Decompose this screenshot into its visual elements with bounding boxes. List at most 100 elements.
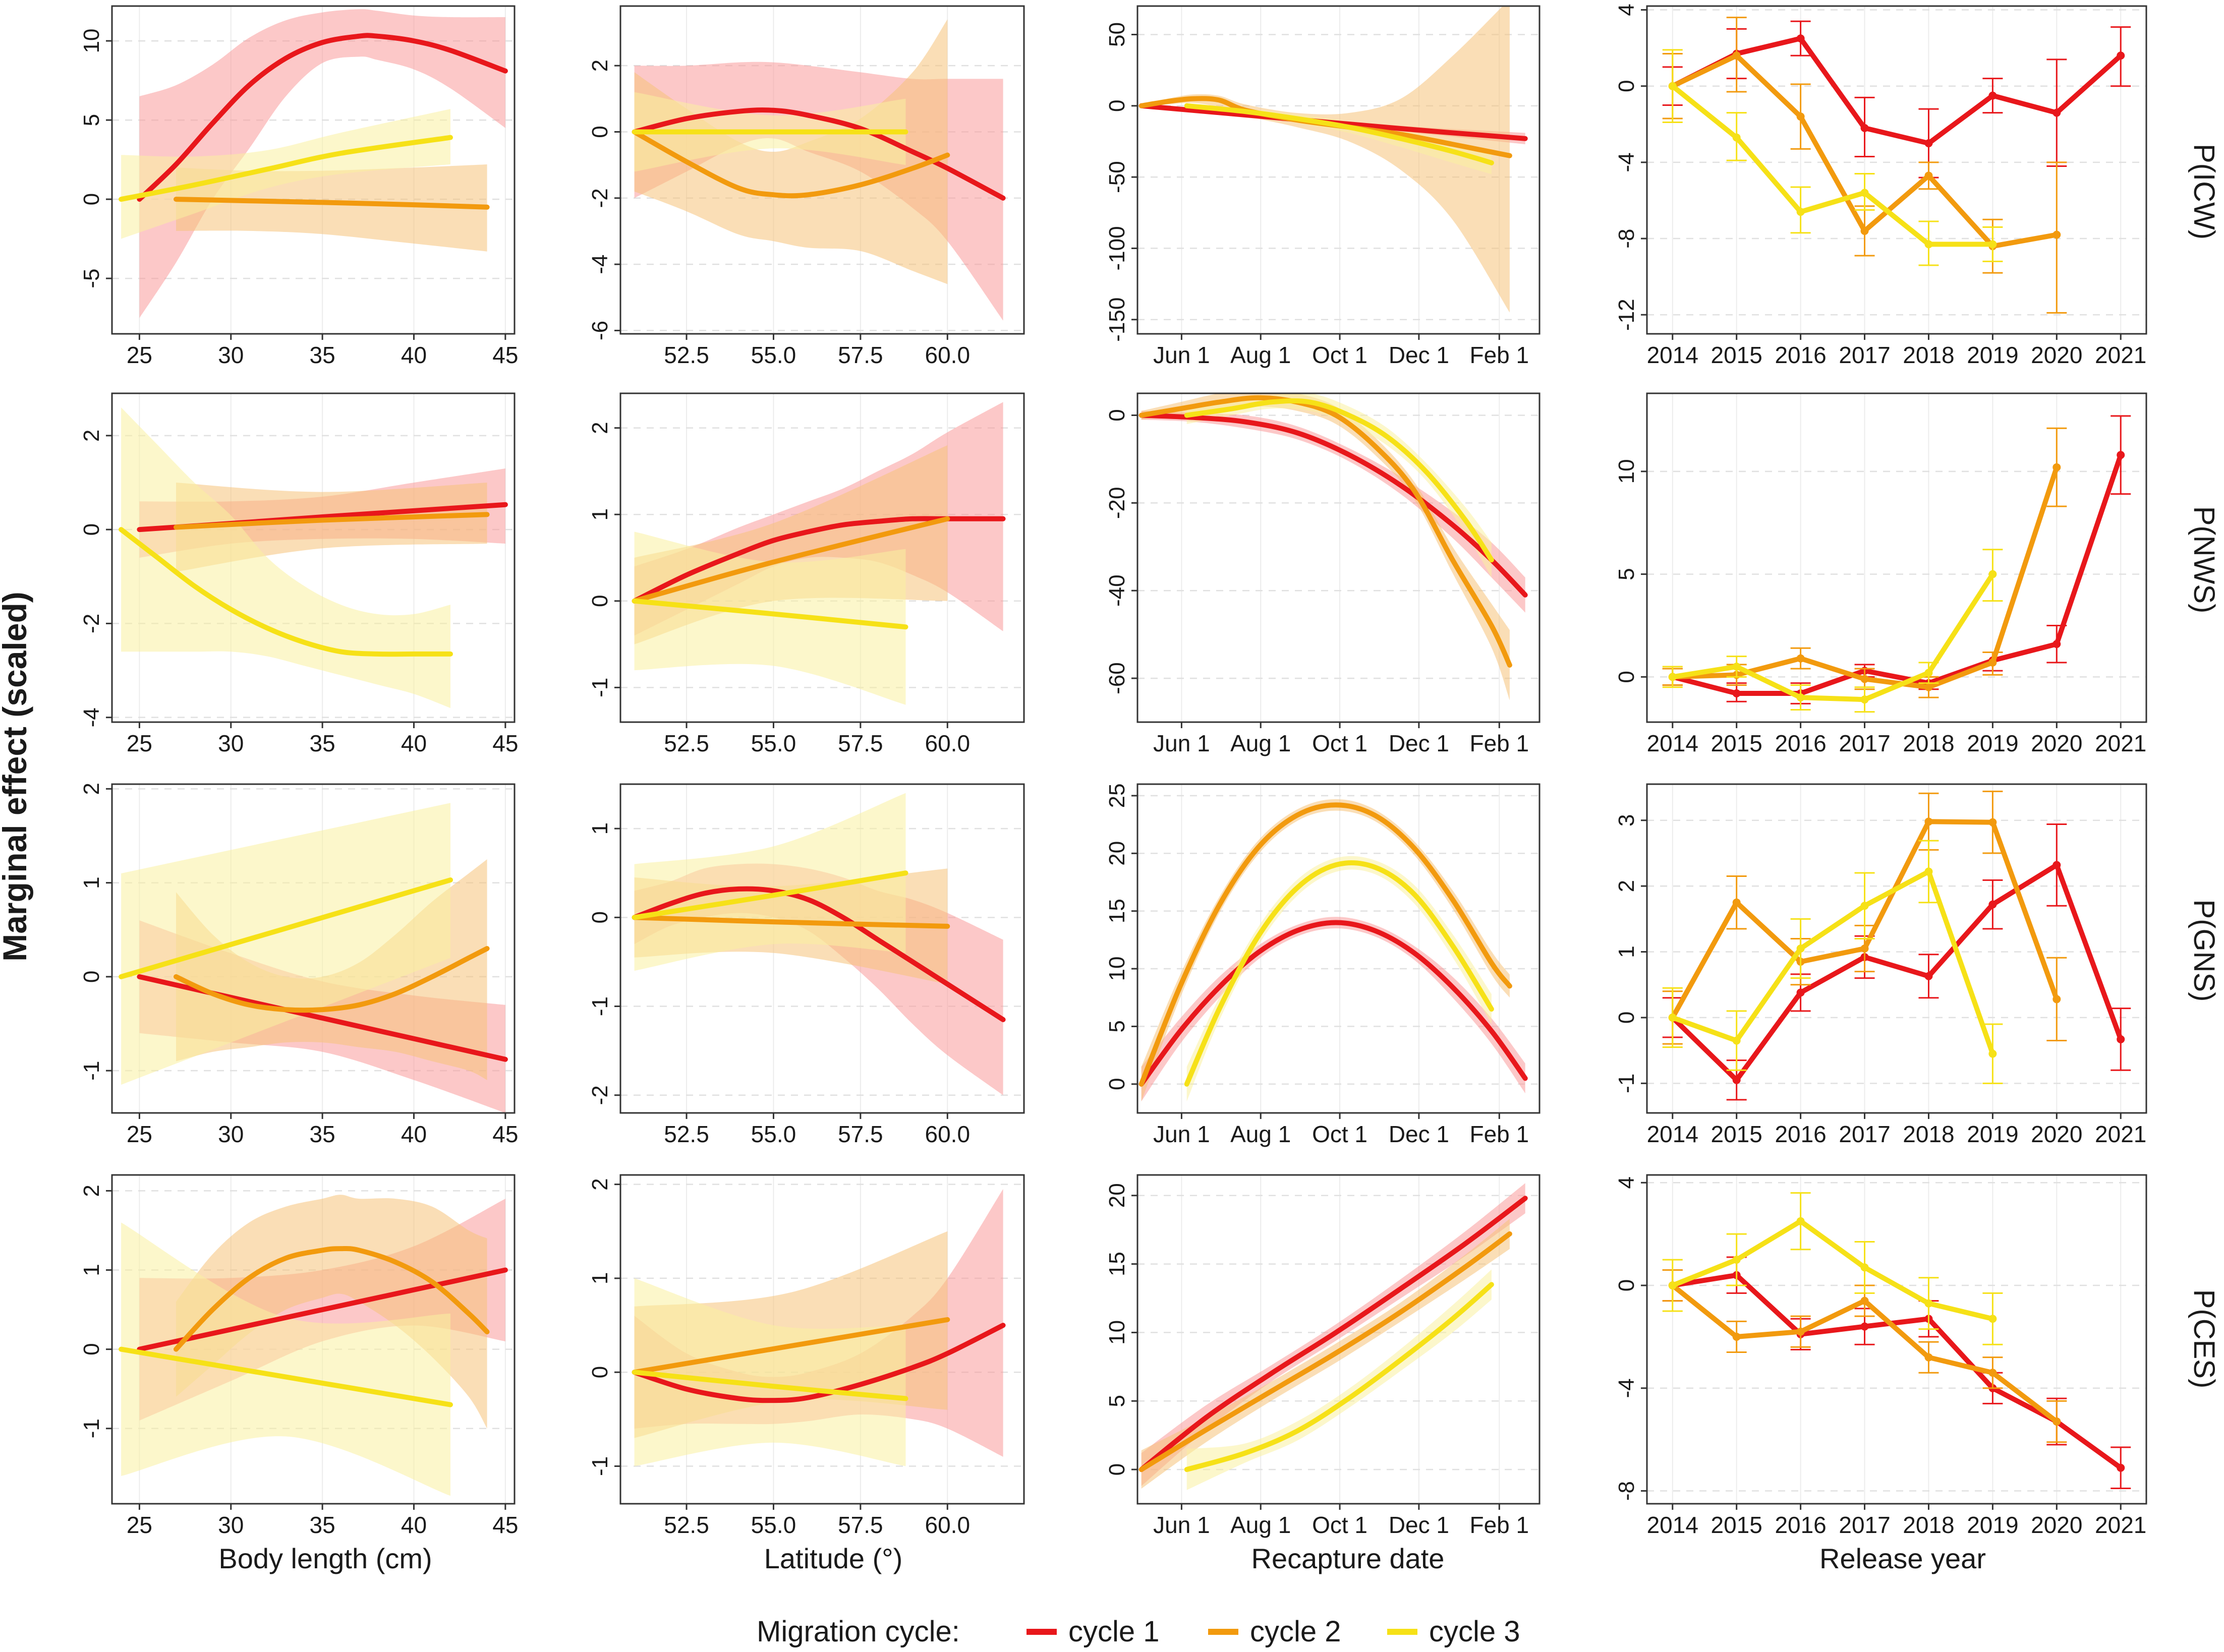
panel-r3-c2-ytick-label-0: -2	[588, 1085, 612, 1105]
panel-r2-c4-xtick-label-2: 2016	[1775, 730, 1826, 756]
panel-r2-c2-cycle-3-ci-band	[634, 532, 906, 705]
panel-r4-c2-ytick-label-0: -1	[588, 1456, 612, 1476]
panel-r4-c1-cycle-2-ci-band	[176, 1195, 487, 1429]
panel-r4-c3-ytick-label-1: 5	[1105, 1395, 1129, 1407]
panel-r1-c4-cycle-3-point-2017	[1860, 189, 1869, 197]
panel-r3-c1-border	[111, 783, 516, 1114]
panel-r2-c2-xtick-label-2: 57.5	[838, 730, 883, 756]
panel-r1-c4-xtick-label-4: 2018	[1903, 342, 1954, 368]
panel-r1-c1-xtick-label-0: 25	[127, 342, 152, 368]
panel-r1-c4-border	[1646, 5, 2147, 335]
panel-r1-c2-cycle-2-ci-band	[634, 19, 948, 284]
panel-r4-c4-xtick-label-3: 2017	[1839, 1512, 1890, 1538]
panel-r1-c4-cycle-1-point-2020	[2052, 108, 2061, 117]
panel-r4-c4-ytick-label-3: 4	[1614, 1176, 1639, 1189]
panel-r2-c2-xtick-label-3: 60.0	[925, 730, 971, 756]
panel-r3-c1-ytick-label-2: 1	[79, 876, 104, 889]
panel-r4-c2: 52.5 55.0 57.5 60.0 -1 0 1 2	[588, 1174, 1025, 1538]
panel-r2-c2-ytick-label-1: 0	[588, 595, 612, 607]
column-labels: Body length (cm) Latitude (°) Recapture …	[218, 1543, 1986, 1574]
panel-r3-c1-xtick-label-3: 40	[401, 1121, 427, 1147]
panel-r4-c3-ytick-label-0: 0	[1105, 1463, 1129, 1476]
panel-r4-c4-cycle-2-point-2019	[1988, 1369, 1997, 1377]
panel-r3-c4-xtick-label-6: 2020	[2031, 1121, 2082, 1147]
panel-r1-c4-cycle-3-point-2019	[1988, 240, 1997, 249]
panel-r1-c4-xtick-label-5: 2019	[1967, 342, 2018, 368]
panel-r1-c1-xtick-label-1: 30	[218, 342, 244, 368]
panel-r2-c3-border	[1136, 392, 1541, 723]
panel-r2-c4-xtick-label-0: 2014	[1647, 730, 1698, 756]
panel-r1-c1-xtick-label-4: 45	[492, 342, 518, 368]
panel-r3-c3-ytick-label-1: 5	[1105, 1020, 1129, 1032]
panel-r1-c4-cycle-1-point-2016	[1796, 34, 1805, 43]
panel-r2-c1-ytick-label-1: -2	[79, 614, 104, 633]
panel-r4-c4-cycle-3-point-2018	[1924, 1299, 1933, 1308]
panel-r3-c2-xtick-label-3: 60.0	[925, 1121, 971, 1147]
panel-r1-c4-cycle-1-line	[1670, 36, 2124, 146]
panel-r4-c1-cycle-3-ci-band	[121, 1222, 451, 1496]
panel-r4-c4-xtick-label-0: 2014	[1647, 1512, 1698, 1538]
panel-r1-c4-xtick-label-1: 2015	[1711, 342, 1762, 368]
panel-r3-c4-cycle-3-point-2014	[1668, 1013, 1677, 1022]
panel-r1-c4-xtick-label-0: 2014	[1647, 342, 1698, 368]
panel-r3-c4-cycle-1-point-2016	[1796, 988, 1805, 997]
panel-r2-c1-cycle-3-line	[119, 527, 453, 657]
panel-r4-c1-ytick-label-1: 0	[79, 1343, 104, 1355]
panel-r1-c3: Jun 1 Aug 1 Oct 1 Dec 1 Feb 1 -150 -100 -50 0 50	[1105, 5, 1541, 368]
panel-r2-c1-border	[111, 392, 516, 723]
panel-r4-c2-ytick-label-3: 2	[588, 1178, 612, 1190]
panel-r1-c3-cycle-2-ci-band	[1141, 6, 1510, 313]
panel-r3-c2-ytick-label-3: 1	[588, 822, 612, 835]
panel-r3-c1-xtick-label-2: 35	[310, 1121, 335, 1147]
panel-r3-c3-xtick-label-4: Feb 1	[1469, 1121, 1529, 1147]
panel-r1-c4-cycle-3-point-2015	[1732, 133, 1741, 142]
legend-title: Migration cycle:	[757, 1615, 960, 1648]
panel-r4-c1-cycle-2-line	[174, 1246, 490, 1352]
panel-r3-c2-cycle-2-line	[632, 915, 950, 929]
panel-r4-c1-xtick-label-4: 45	[492, 1512, 518, 1538]
panel-r3-c3-cycle-3-line	[1184, 860, 1494, 1087]
panel-r2-c2-ytick-label-3: 2	[588, 422, 612, 434]
panel-r1-c1-xtick-label-3: 40	[401, 342, 427, 368]
panel-r3-c2-ytick-label-2: 0	[588, 911, 612, 923]
panel-r4-c1-cycle-3-line	[119, 1346, 453, 1407]
row-label-gns: P(GNS)	[2188, 900, 2220, 1002]
panel-r3-c2-xtick-label-1: 55.0	[751, 1121, 796, 1147]
panel-r2-c4-border	[1646, 392, 2147, 723]
panel-r4-c2-ytick-label-1: 0	[588, 1366, 612, 1378]
panel-r4-c1-ytick-label-3: 2	[79, 1185, 104, 1197]
panel-r4-c1-xtick-label-3: 40	[401, 1512, 427, 1538]
panel-r4-c3-cycle-3-line	[1184, 1282, 1494, 1472]
panel-r4-c1-xtick-label-1: 30	[218, 1512, 244, 1538]
panel-r3-c4-xtick-label-7: 2021	[2095, 1121, 2146, 1147]
panel-r1-c4-cycle-2-point-2016	[1796, 112, 1805, 121]
legend-label-cycle-2: cycle 2	[1250, 1615, 1341, 1648]
panel-r4-c3-xtick-label-4: Feb 1	[1469, 1512, 1529, 1538]
panel-r4-c2-xtick-label-3: 60.0	[925, 1512, 971, 1538]
panel-r3-c3-ytick-label-3: 15	[1105, 899, 1129, 923]
panel-r4-c3-xtick-label-3: Dec 1	[1389, 1512, 1449, 1538]
panel-r3-c4-cycle-1-line	[1670, 862, 2124, 1083]
panel-r4-c4-ytick-label-1: -4	[1614, 1378, 1639, 1398]
panel-r4-c1-cycle-1-line	[137, 1267, 508, 1352]
panel-r4-c4-xtick-label-1: 2015	[1711, 1512, 1762, 1538]
panel-r2-c3-cycle-2-line	[1138, 395, 1512, 668]
panel-r3-c4-cycle-1-point-2015	[1732, 1076, 1741, 1084]
panel-r1-c4-background	[1647, 6, 2146, 334]
panel-r3-c2-ytick-label-1: -1	[588, 996, 612, 1016]
panel-r3-c4: 2014 2015 2016 2017 2018 2019 2020 2021 -1 0 1 2 3	[1614, 783, 2147, 1147]
panel-r1-c2-xtick-label-1: 55.0	[751, 342, 796, 368]
panel-r1-c3-xtick-label-4: Feb 1	[1469, 342, 1529, 368]
panel-r1-c1-cycle-1-line	[137, 33, 508, 202]
panel-r4-c4-cycle-3-point-2015	[1732, 1256, 1741, 1264]
panel-r1-c1-cycle-2-line	[174, 197, 490, 210]
panel-r2-c4-cycle-1-point-2015	[1732, 689, 1741, 697]
panel-r2-c1: 25 30 35 40 45 -4 -2 0 2	[79, 392, 518, 756]
panel-r4-c4-ytick-label-2: 0	[1614, 1279, 1639, 1291]
panel-r4-c4-cycle-1-point-2017	[1860, 1322, 1869, 1331]
panel-r2-c4-ytick-label-2: 10	[1614, 459, 1639, 484]
panel-r2-c1-plot-area	[119, 407, 508, 709]
panel-r3-c4-cycle-3-point-2018	[1924, 867, 1933, 876]
panel-r2-c4-cycle-1-point-2021	[2117, 451, 2125, 459]
panel-r4-c4-cycle-2-point-2020	[2052, 1418, 2061, 1426]
